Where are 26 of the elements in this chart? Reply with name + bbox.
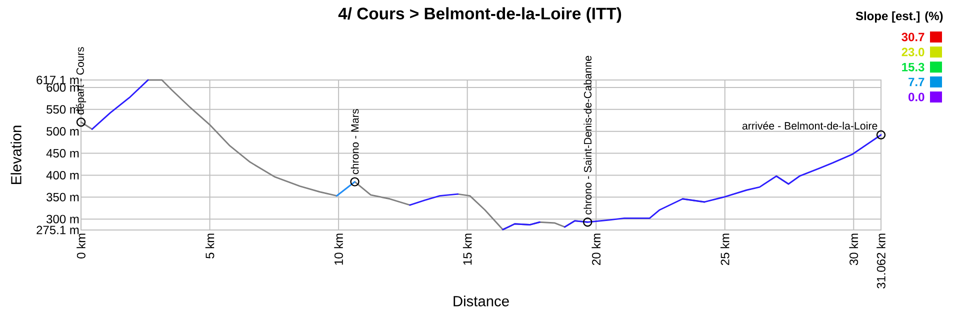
y-tick-label: 275.1 m — [36, 226, 79, 234]
x-axis-title: Distance — [454, 296, 509, 306]
x-tick-label: 31.062 km — [876, 234, 886, 288]
y-tick-label: 300 m — [46, 214, 79, 224]
color-bar-title: Slope [est.] (%) — [856, 11, 943, 23]
annotation: arrivée - Belmont-de-la-Loire — [742, 122, 878, 130]
color-bar-label: 30.7 — [902, 32, 924, 42]
y-axis-title: Elevation — [10, 126, 22, 184]
y-tick-label: 350 m — [46, 192, 79, 202]
x-tick-label: 30 km — [849, 234, 858, 266]
annotation: chrono - Saint-Denis-de-Cabanne — [584, 56, 592, 214]
x-tick-label: 10 km — [334, 234, 343, 265]
color-bar-label: 7.7 — [908, 78, 924, 86]
y-tick-label: 450 m — [46, 149, 79, 158]
color-bar-label: 0.0 — [908, 92, 924, 102]
x-tick-label: 5 km — [205, 234, 214, 258]
annotation: chrono - Mars — [350, 109, 359, 174]
chart-title: 4/ Cours > Belmont-de-la-Loire (ITT) — [338, 7, 622, 23]
x-tick-label: 0 km — [76, 234, 86, 258]
color-bar-label: 23.0 — [902, 48, 924, 56]
y-tick-label: 400 m — [46, 170, 79, 180]
y-tick-label: 500 m — [46, 127, 79, 136]
x-tick-label: 25 km — [720, 234, 730, 265]
color-bar-label: 15.3 — [902, 62, 924, 72]
x-tick-label: 20 km — [592, 234, 601, 265]
x-tick-label: 15 km — [462, 234, 472, 265]
